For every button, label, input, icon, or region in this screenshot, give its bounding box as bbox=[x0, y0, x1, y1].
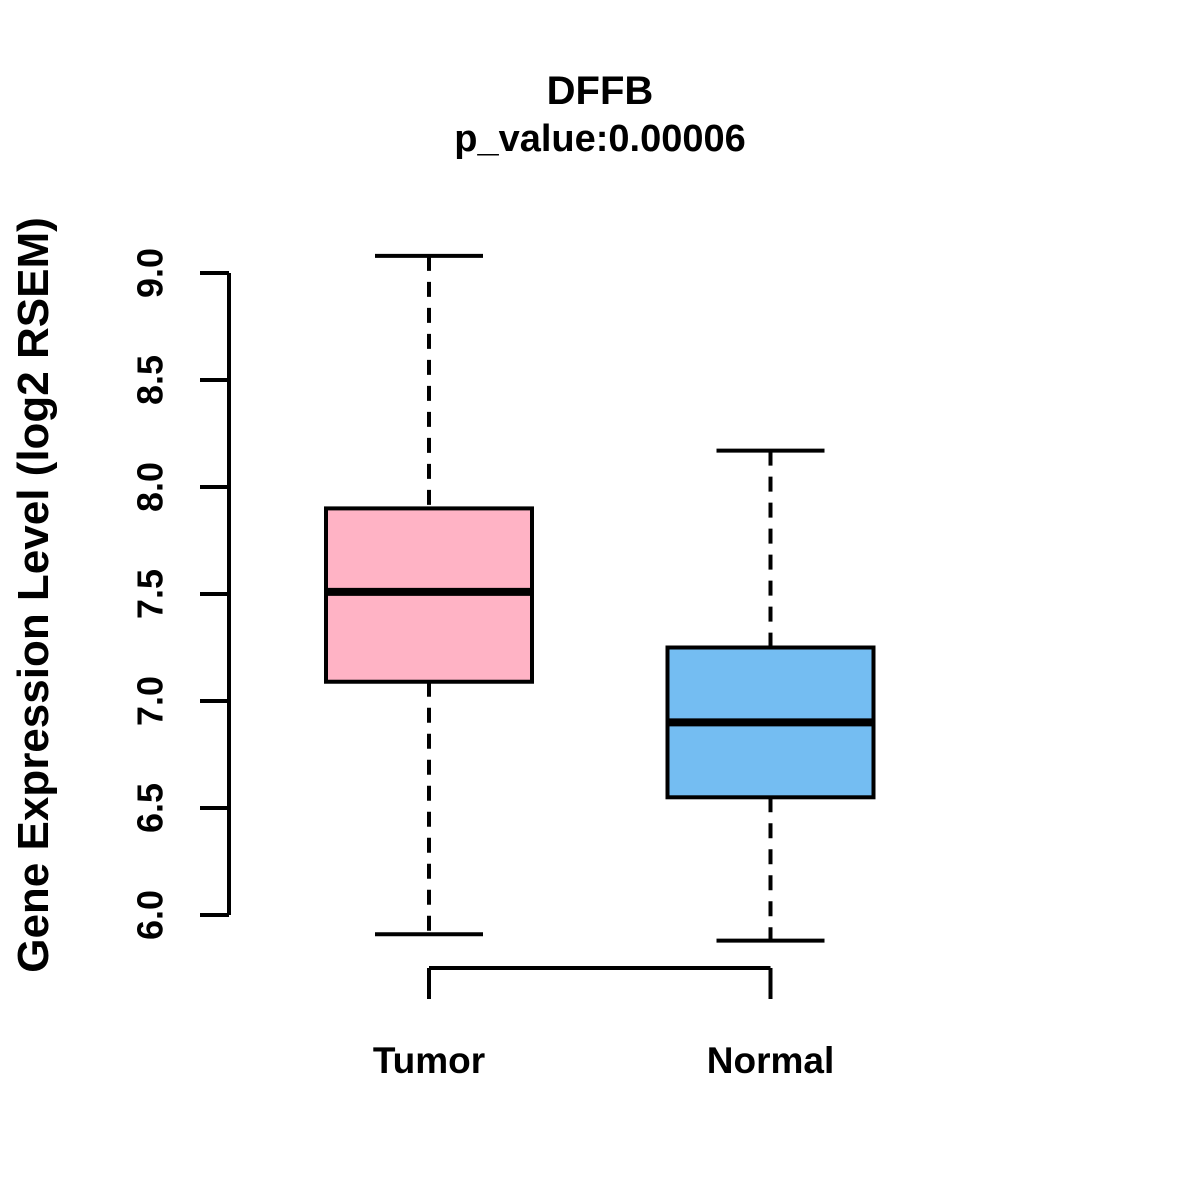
y-axis-tick-label: 8.5 bbox=[130, 355, 171, 405]
y-axis-tick-label: 6.0 bbox=[130, 890, 171, 940]
chart-title: DFFB bbox=[546, 69, 654, 113]
y-axis-tick-label: 6.5 bbox=[130, 783, 171, 833]
y-axis-tick-label: 7.5 bbox=[130, 569, 171, 619]
y-axis-tick-label: 7.0 bbox=[130, 676, 171, 726]
x-axis-label-tumor: Tumor bbox=[373, 1040, 485, 1081]
y-axis-tick-label: 9.0 bbox=[130, 248, 171, 298]
chart-subtitle: p_value:0.00006 bbox=[454, 118, 746, 160]
x-axis-label-normal: Normal bbox=[707, 1040, 834, 1081]
title-block: DFFB p_value:0.00006 bbox=[259, 70, 941, 160]
y-axis-tick-label: 8.0 bbox=[130, 462, 171, 512]
